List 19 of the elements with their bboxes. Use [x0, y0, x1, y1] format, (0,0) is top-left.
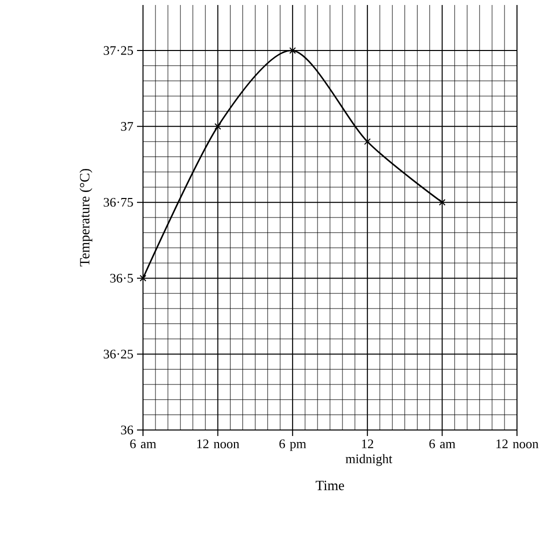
y-tick-label: 37·25: [104, 46, 133, 55]
x-tick-label: 12 midnight: [346, 440, 392, 466]
x-tick-label: 6 am: [130, 440, 156, 448]
x-tick-label: 6 am: [429, 440, 456, 448]
x-axis-title: Time: [316, 480, 344, 490]
x-tick-label: 12 noon: [197, 440, 240, 448]
y-tick-label: 36·5: [110, 274, 133, 283]
y-axis-title: Temperature (°C): [80, 168, 92, 266]
y-tick-label: 36·75: [104, 198, 133, 207]
x-tick-label: 12 noon: [496, 440, 538, 448]
point: [140, 274, 146, 282]
point: [214, 123, 222, 130]
y-tick-label: 37: [121, 122, 134, 131]
x-tick-label: 6 pm: [279, 440, 306, 451]
y-tick-label: 36·25: [104, 350, 133, 358]
point: [438, 198, 446, 206]
point: [289, 47, 296, 54]
y-tick-label: 36: [121, 426, 134, 434]
point: [364, 138, 371, 145]
